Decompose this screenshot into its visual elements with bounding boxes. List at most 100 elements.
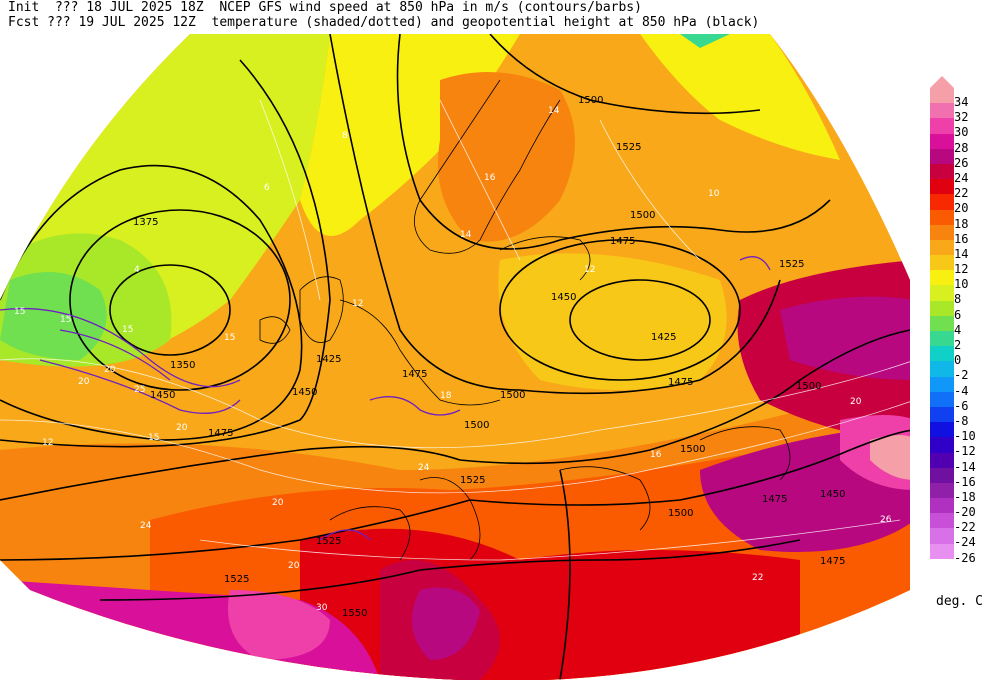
legend-swatch xyxy=(930,528,954,544)
legend-swatch xyxy=(930,361,954,377)
legend-row: -6 xyxy=(930,391,990,413)
legend-swatch xyxy=(930,88,954,104)
legend-level-label: 20 xyxy=(954,201,969,216)
wind-label: 30 xyxy=(316,603,328,613)
temperature-label: 20 xyxy=(850,397,862,407)
legend-level-label: -26 xyxy=(954,550,976,565)
legend-level-label: -18 xyxy=(954,489,976,504)
height-label: 1450 xyxy=(551,292,576,303)
legend-level-label: -16 xyxy=(954,474,976,489)
legend-swatch xyxy=(930,543,954,559)
temperature-label: 16 xyxy=(484,173,496,183)
legend-row: 12 xyxy=(930,255,990,276)
height-label: 1525 xyxy=(316,536,341,547)
legend-row: -26 xyxy=(930,543,990,565)
height-label: 1475 xyxy=(668,377,693,388)
wind-speed-labels: 15 20 25 15 20 15 15 20 20 15 30 xyxy=(14,307,328,613)
temperature-label: 16 xyxy=(650,450,662,460)
legend-level-label: 12 xyxy=(954,262,969,277)
height-labels: 1375 1350 1425 1450 1475 1475 1500 1525 … xyxy=(133,95,845,619)
wind-contours xyxy=(0,256,771,541)
temperature-label: 4 xyxy=(134,265,140,275)
wind-label: 15 xyxy=(148,433,159,443)
legend-swatch xyxy=(930,513,954,529)
wind-label: 20 xyxy=(288,561,300,571)
legend-level-label: 2 xyxy=(954,338,962,352)
legend-row: 22 xyxy=(930,179,990,200)
legend-arrow-icon xyxy=(930,76,954,88)
legend-row: -18 xyxy=(930,482,990,504)
legend-swatch xyxy=(930,422,954,438)
header-init-line: Init ??? 18 JUL 2025 18Z NCEP GFS wind s… xyxy=(8,0,642,15)
temperature-label: 10 xyxy=(708,189,720,199)
height-label: 1425 xyxy=(651,332,676,343)
legend-swatch xyxy=(930,103,954,119)
legend-level-label: -10 xyxy=(954,429,976,444)
legend-row: -24 xyxy=(930,528,990,549)
legend-swatch xyxy=(930,239,954,256)
legend-level-label: -14 xyxy=(954,459,976,474)
legend-swatch xyxy=(930,300,954,316)
legend-swatch xyxy=(930,118,954,134)
temperature-labels: 6 4 12 14 16 18 20 22 24 12 10 8 16 14 1… xyxy=(42,106,892,583)
legend-swatch xyxy=(930,498,954,514)
legend-swatch xyxy=(930,346,954,362)
legend-row: 24 xyxy=(930,163,990,185)
legend-level-label: -2 xyxy=(954,368,969,383)
temperature-label: 8 xyxy=(342,131,348,141)
legend-swatch xyxy=(930,133,954,149)
legend-level-label: 4 xyxy=(954,322,962,337)
legend-row: 8 xyxy=(930,285,990,306)
coastlines xyxy=(259,79,791,561)
temperature-label: 24 xyxy=(140,521,152,531)
legend-level-label: -12 xyxy=(954,444,976,459)
height-label: 1525 xyxy=(779,259,804,270)
temperature-label: 18 xyxy=(440,391,452,401)
legend-row: 2 xyxy=(930,331,990,352)
wind-label: 20 xyxy=(104,365,116,375)
legend-row: 32 xyxy=(930,103,990,124)
height-label: 1375 xyxy=(133,217,158,228)
legend-row: 26 xyxy=(930,148,990,170)
wind-label: 15 xyxy=(122,325,133,335)
temperature-label: 12 xyxy=(42,438,53,448)
height-label: 1500 xyxy=(668,508,693,519)
legend-row: -16 xyxy=(930,467,990,489)
legend-row: 34 xyxy=(930,88,990,109)
legend-swatch xyxy=(930,331,954,347)
legend-level-label: 16 xyxy=(954,231,969,246)
legend-row: -10 xyxy=(930,422,990,443)
temperature-color-legend: 34 32 30 28 26 24 22 20 18 16 14 12 10 8 6 4 2 0 -2 -4 -6 -8-… xyxy=(930,76,990,565)
legend-swatch xyxy=(930,452,954,468)
height-label: 1425 xyxy=(316,354,341,365)
map-domain: 1375 1350 1425 1450 1475 1475 1500 1525 … xyxy=(0,34,910,680)
temperature-label: 24 xyxy=(418,463,430,473)
height-label: 1550 xyxy=(342,608,367,619)
legend-swatch xyxy=(930,194,954,210)
height-label: 1525 xyxy=(224,574,249,585)
temperature-label: 12 xyxy=(352,299,363,309)
legend-row: 28 xyxy=(930,133,990,155)
legend-row: 4 xyxy=(930,315,990,337)
legend-swatch xyxy=(930,467,954,483)
wind-label: 25 xyxy=(134,385,145,395)
wind-label: 15 xyxy=(14,307,25,317)
legend-swatch xyxy=(930,437,954,453)
legend-row: -12 xyxy=(930,437,990,458)
weather-map: 1375 1350 1425 1450 1475 1475 1500 1525 … xyxy=(0,34,910,680)
legend-row: 16 xyxy=(930,224,990,246)
legend-level-label: 22 xyxy=(954,186,969,201)
legend-level-label: 18 xyxy=(954,216,969,231)
temperature-label: 20 xyxy=(272,498,284,508)
height-label: 1500 xyxy=(464,420,489,431)
legend-row: 10 xyxy=(930,270,990,291)
legend-swatch xyxy=(930,376,954,392)
legend-swatch xyxy=(930,285,954,301)
legend-level-label: -4 xyxy=(954,383,969,398)
height-label: 1500 xyxy=(680,444,705,455)
legend-level-label: 26 xyxy=(954,155,969,170)
legend-level-label: -6 xyxy=(954,398,969,413)
legend-row: 0 xyxy=(930,346,990,367)
legend-swatch xyxy=(930,148,954,164)
header-forecast-line: Fcst ??? 19 JUL 2025 12Z temperature (sh… xyxy=(8,15,760,30)
